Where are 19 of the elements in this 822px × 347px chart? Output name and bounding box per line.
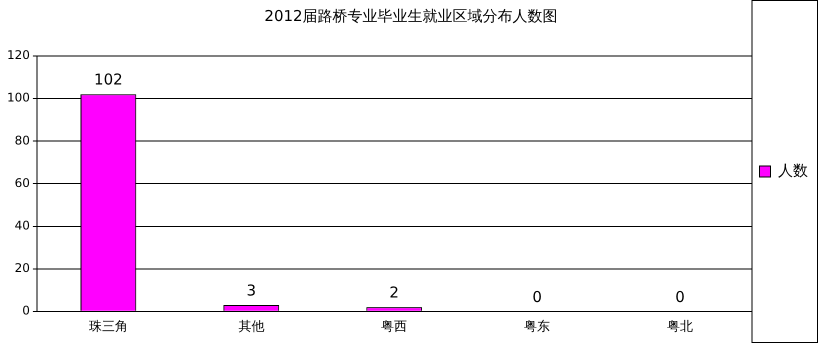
data-label: 102	[94, 70, 123, 89]
x-tick-label: 珠三角	[88, 320, 128, 335]
data-label: 0	[532, 288, 542, 306]
x-tick-label: 粤西	[381, 320, 408, 335]
legend-label: 人数	[778, 161, 808, 180]
y-tick-label: 20	[14, 260, 30, 275]
y-tick-label: 80	[14, 133, 30, 148]
data-label: 2	[389, 284, 399, 302]
y-tick-label: 40	[14, 218, 30, 232]
x-tick-label: 其他	[238, 320, 264, 335]
y-tick-label: 60	[14, 176, 30, 190]
y-tick-label: 100	[7, 90, 30, 105]
data-label: 3	[246, 281, 256, 300]
data-label: 0	[675, 288, 685, 306]
x-tick-label: 粤东	[524, 320, 550, 335]
y-tick-label: 0	[22, 304, 30, 318]
chart-title: 2012届路桥专业毕业生就业区域分布人数图	[264, 6, 558, 25]
y-tick-label: 120	[7, 48, 30, 62]
x-tick-label: 粤北	[667, 320, 694, 335]
